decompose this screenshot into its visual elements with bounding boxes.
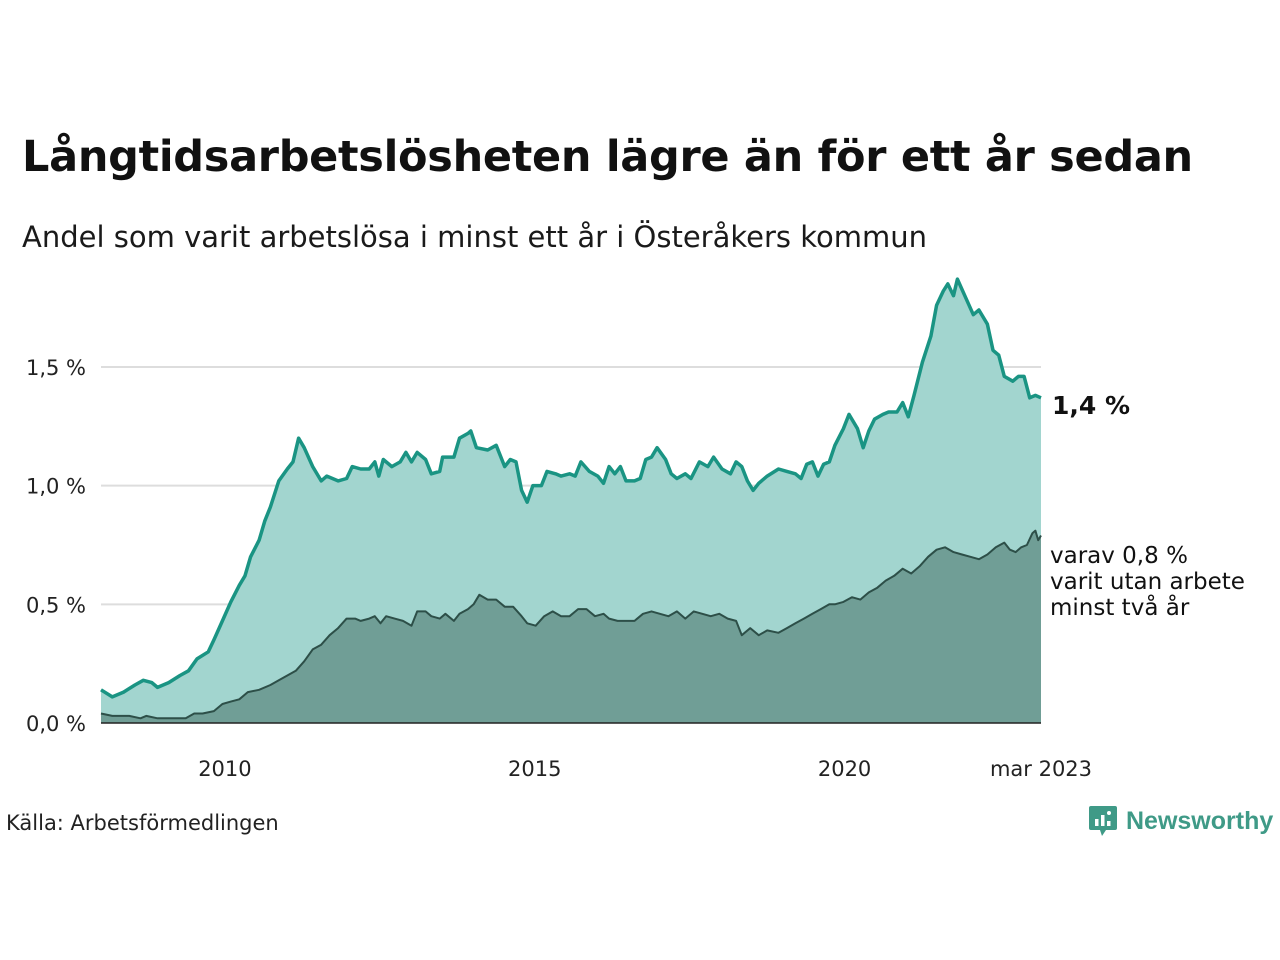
note-line: minst två år <box>1050 593 1190 621</box>
line-total <box>100 277 1042 699</box>
newsworthy-logo-icon <box>1089 806 1117 836</box>
y-tick-label: 0,0 % <box>26 712 86 736</box>
y-tick-label: 1,0 % <box>26 475 86 499</box>
area-long-term <box>101 530 1041 723</box>
x-tick-label: 2010 <box>198 757 251 781</box>
y-axis-ticks: 0,0 % 0,5 % 1,0 % 1,5 % <box>26 356 86 736</box>
x-tick-label: 2015 <box>508 757 561 781</box>
brand-logo: Newsworthy <box>1088 804 1273 838</box>
x-tick-label: 2020 <box>818 757 871 781</box>
y-tick-label: 1,5 % <box>26 356 86 380</box>
source-note: Källa: Arbetsförmedlingen <box>6 811 279 835</box>
brand-name: Newsworthy <box>1126 806 1274 835</box>
x-axis-ticks: 2010 2015 2020 mar 2023 <box>198 757 1092 781</box>
area-total <box>101 279 1041 723</box>
x-tick-label: mar 2023 <box>990 757 1092 781</box>
note-line: varit utan arbete <box>1050 569 1245 595</box>
line-long-term <box>100 529 1042 720</box>
note-line: varav 0,8 % <box>1050 543 1188 569</box>
chart-subtitle: Andel som varit arbetslösa i minst ett å… <box>22 220 927 254</box>
chart-title: Långtidsarbetslösheten lägre än för ett … <box>22 132 1193 182</box>
end-value-label: 1,4 % <box>1052 391 1130 420</box>
y-tick-label: 0,5 % <box>26 593 86 617</box>
